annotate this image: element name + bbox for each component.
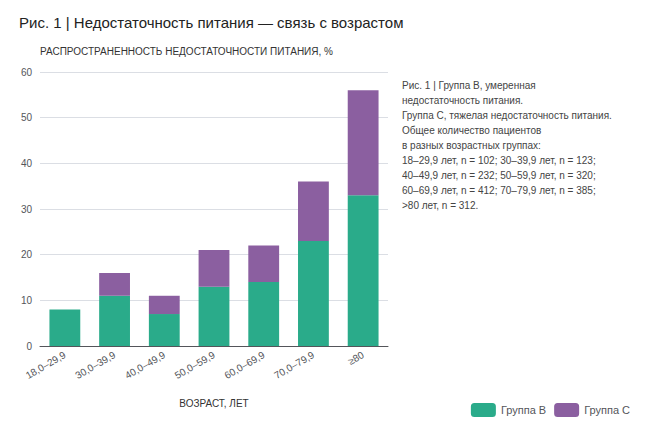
svg-text:ВОЗРАСТ, ЛЕТ: ВОЗРАСТ, ЛЕТ (179, 398, 248, 409)
svg-text:Рис. 1 | Недостаточность питан: Рис. 1 | Недостаточность питания — связь… (19, 14, 403, 31)
svg-text:Группа С, тяжелая недостаточно: Группа С, тяжелая недостаточность питани… (402, 110, 612, 121)
svg-text:Рис. 1 | Группа В, умеренная: Рис. 1 | Группа В, умеренная (402, 80, 536, 91)
svg-text:18–29,9 лет, n = 102; 30–39,9: 18–29,9 лет, n = 102; 30–39,9 лет, n = 1… (402, 155, 596, 166)
svg-text:40,0–49,9: 40,0–49,9 (123, 349, 167, 381)
svg-text:40: 40 (21, 158, 33, 169)
svg-text:>80 лет, n = 312.: >80 лет, n = 312. (402, 200, 478, 211)
svg-text:60: 60 (21, 67, 33, 78)
svg-text:18,0–29,9: 18,0–29,9 (24, 349, 68, 381)
svg-text:недостаточность питания.: недостаточность питания. (402, 95, 523, 106)
svg-text:60–69,9 лет, n = 412; 70–79,9: 60–69,9 лет, n = 412; 70–79,9 лет, n = 3… (402, 185, 596, 196)
svg-text:40–49,9 лет, n = 232; 50–59,9: 40–49,9 лет, n = 232; 50–59,9 лет, n = 3… (402, 170, 596, 181)
svg-text:≥80: ≥80 (346, 349, 366, 367)
svg-text:10: 10 (21, 295, 33, 306)
svg-text:20: 20 (21, 249, 33, 260)
svg-text:Группа С: Группа С (584, 404, 630, 416)
svg-text:0: 0 (26, 341, 32, 352)
svg-text:Общее количество пациентов: Общее количество пациентов (402, 125, 541, 136)
svg-text:Группа В: Группа В (501, 404, 546, 416)
svg-text:РАСПРОСТРАНЕННОСТЬ НЕДОСТАТОЧН: РАСПРОСТРАНЕННОСТЬ НЕДОСТАТОЧНОСТИ ПИТАН… (40, 46, 333, 57)
svg-text:60,0–69,9: 60,0–69,9 (222, 349, 266, 381)
svg-text:50,0–59,9: 50,0–59,9 (173, 349, 217, 381)
svg-text:30: 30 (21, 204, 33, 215)
svg-text:50: 50 (21, 112, 33, 123)
svg-text:в разных возрастных группах:: в разных возрастных группах: (402, 140, 541, 151)
svg-text:70,0–79,9: 70,0–79,9 (272, 349, 316, 381)
svg-text:30,0–39,9: 30,0–39,9 (73, 349, 117, 381)
